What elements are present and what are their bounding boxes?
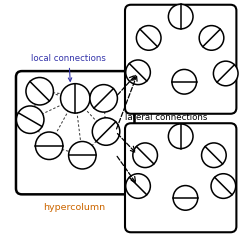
Circle shape [172,69,197,94]
Text: lateral connections: lateral connections [125,113,208,122]
FancyBboxPatch shape [16,71,134,194]
Circle shape [68,141,96,169]
Circle shape [214,61,238,86]
Text: hypercolumn: hypercolumn [43,203,105,212]
Circle shape [16,106,44,133]
FancyBboxPatch shape [125,5,236,114]
Circle shape [26,77,54,105]
Text: local connections: local connections [32,54,106,81]
Circle shape [126,60,150,85]
Circle shape [133,143,158,168]
FancyBboxPatch shape [125,123,236,232]
Circle shape [136,26,161,50]
Circle shape [173,186,198,210]
Circle shape [168,124,193,149]
Circle shape [168,4,193,29]
Circle shape [199,26,224,50]
Circle shape [36,132,63,160]
Circle shape [202,143,226,168]
Circle shape [90,85,118,112]
Circle shape [126,174,150,198]
Circle shape [211,174,236,198]
Circle shape [60,84,90,113]
Circle shape [92,118,120,145]
